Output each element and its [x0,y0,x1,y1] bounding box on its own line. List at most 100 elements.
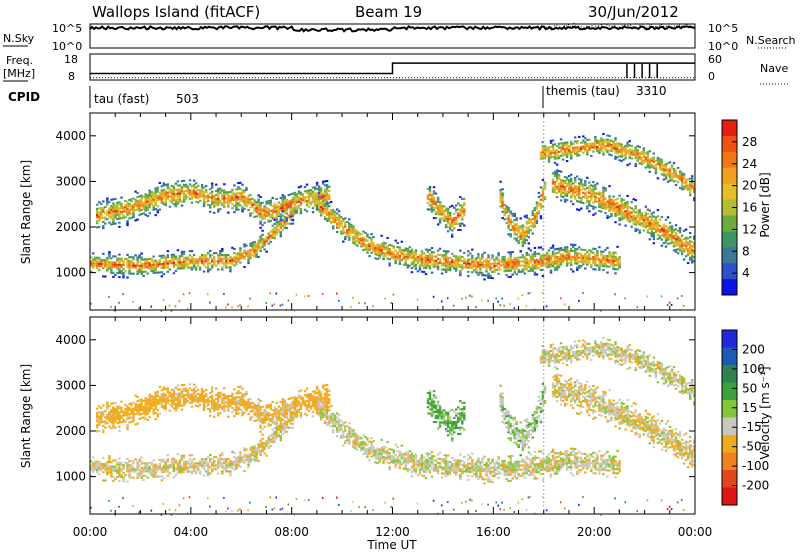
data-cell [158,181,162,184]
data-cell [247,196,250,199]
data-cell [261,233,264,236]
data-cell [273,202,276,205]
data-cell [582,139,585,142]
data-cell [616,142,619,145]
data-cell [134,264,137,267]
data-cell [465,264,468,267]
data-cell [497,272,500,275]
data-cell [198,189,202,192]
data-cell [555,252,559,255]
data-cell [388,254,391,257]
data-cell [142,406,145,409]
data-cell [404,257,408,260]
data-cell [616,260,619,263]
data-cell [507,263,510,266]
data-cell [426,194,430,197]
data-cell [453,206,456,209]
data-cell [459,257,462,260]
data-cell [509,253,512,256]
data-cell [517,258,520,261]
data-cell [96,203,99,206]
data-cell [281,196,285,199]
data-cell [426,248,430,251]
data-cell [507,221,510,224]
data-cell [473,259,476,262]
data-cell [108,207,111,210]
data-cell [616,207,619,210]
data-cell [104,275,107,278]
data-cell [134,404,137,407]
data-cell [154,465,157,468]
data-cell [200,185,204,188]
data-cell [253,253,256,256]
data-cell [98,464,101,467]
data-cell [168,189,172,192]
data-cell [269,199,272,202]
data-cell [94,468,97,471]
data-cell [551,263,555,266]
data-cell [689,190,692,193]
data-cell [539,246,543,249]
data-cell [182,390,186,393]
data-cell [565,141,569,144]
data-cell [614,206,617,209]
data-cell [176,388,180,391]
data-cell [202,270,206,273]
data-cell [108,263,111,266]
data-cell [202,202,206,205]
data-cell [664,239,668,242]
data-cell [531,214,535,217]
data-cell [624,149,627,152]
data-cell [525,262,529,265]
data-cell [444,266,448,269]
data-cell [598,266,601,269]
data-cell [182,460,186,463]
data-cell [582,151,585,154]
data-cell [160,401,164,404]
data-cell [118,474,121,477]
data-cell [414,251,418,254]
data-cell [426,263,430,266]
data-cell [235,206,238,209]
data-cell [158,398,162,401]
data-cell [590,249,593,252]
data-cell [693,243,696,246]
data-cell [535,201,539,204]
data-cell [136,396,139,399]
data-cell [279,215,283,218]
data-cell [253,240,256,243]
data-cell [277,207,281,210]
data-cell [644,160,648,163]
data-cell [122,264,125,267]
data-cell [618,256,621,259]
data-cell [319,212,323,215]
data-cell [130,208,133,211]
data-cell [582,257,585,260]
data-cell [253,199,256,202]
data-cell [126,466,129,469]
data-cell [152,267,155,270]
data-cell [100,202,103,205]
data-cell [535,215,539,218]
data-cell [136,206,139,209]
data-cell [144,195,147,198]
noise-cell [178,300,181,303]
data-cell [616,152,619,155]
data-cell [642,149,646,152]
data-cell [572,146,575,149]
data-cell [584,149,587,152]
data-cell [334,210,337,213]
data-cell [162,194,166,197]
data-cell [120,204,123,207]
data-cell [126,417,129,420]
data-cell [479,267,482,270]
data-cell [267,218,270,221]
data-cell [664,169,668,172]
data-cell [523,240,527,243]
data-cell [636,155,639,158]
data-cell [551,252,555,255]
data-cell [211,203,214,206]
data-cell [616,203,619,206]
data-cell [267,210,270,213]
data-cell [553,256,557,259]
